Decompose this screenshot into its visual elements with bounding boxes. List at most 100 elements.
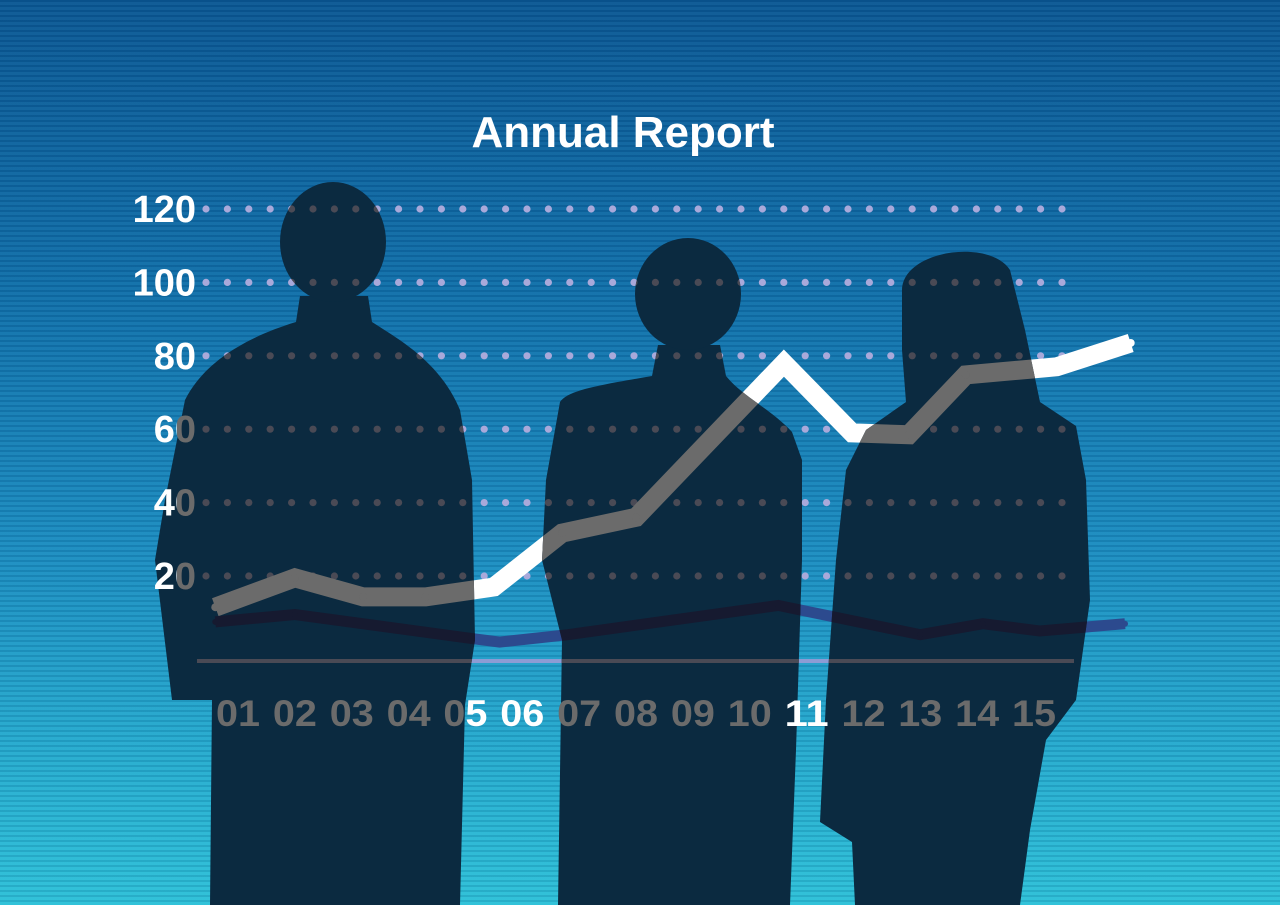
grid-dot [737,425,745,433]
grid-dot [1058,572,1066,580]
grid-dot [544,499,553,507]
gridline-dots [202,499,1066,507]
grid-dot [566,425,574,433]
grid-dot [630,205,638,213]
grid-dot [651,278,660,286]
data-point [917,631,924,638]
grid-dot [330,352,338,360]
y-tick-label: 100 [133,262,196,304]
grid-dot [673,352,681,360]
data-point [359,592,368,601]
people-silhouettes [155,182,1090,905]
grid-dot [288,352,296,360]
grid-dot [437,278,445,286]
grid-dot [651,425,660,433]
grid-dot [587,425,595,433]
x-tick-label: 09 [671,693,715,734]
grid-dot [1015,572,1023,580]
grid-dot [972,205,981,213]
grid-dot [801,499,809,507]
grid-dot [1015,278,1023,286]
grid-dot [673,278,681,286]
y-tick-label: 20 [154,556,196,598]
x-tick-label: 10 [728,693,772,734]
grid-dot [823,352,831,360]
grid-dot [223,425,231,433]
grid-dot [202,205,210,213]
grid-dot [823,572,831,580]
grid-dot [288,425,296,433]
grid-dot [523,278,531,286]
grid-dot [309,352,317,360]
grid-dot [373,278,381,286]
grid-dot [673,572,681,580]
grid-dot [223,205,231,213]
grid-dot [673,205,681,213]
grid-dot [994,572,1002,580]
series-line-2 [214,599,1090,648]
grid-dot [630,352,638,360]
grid-dot [930,572,938,580]
grid-dot [245,205,253,213]
grid-dot [780,499,788,507]
grid-dot [480,499,488,507]
grid-dot [459,205,467,213]
data-point [904,430,913,439]
grid-dot [330,205,338,213]
grid-dot [223,572,231,580]
grid-dot [395,572,403,580]
grid-dot [459,572,467,580]
chart-title: Annual Report [471,108,774,157]
grid-dot [330,572,338,580]
silhouette-man-left [155,182,475,905]
grid-dot [930,499,938,507]
grid-dot [352,425,360,433]
grid-dot [1015,205,1023,213]
grid-dot [1015,352,1023,360]
grid-dot [523,205,531,213]
gridline-dots [202,425,1066,433]
grid-dot [416,425,424,433]
grid-dot [480,425,488,433]
grid-dot [801,425,809,433]
grid-dot [330,499,338,507]
grid-dot [1058,425,1066,433]
grid-dot [908,278,916,286]
y-tick-label: 120 [133,189,196,231]
grid-dot [651,205,660,213]
data-point [775,602,782,609]
data-point [1122,620,1129,627]
grid-dot [844,205,852,213]
grid-dot [523,425,531,433]
grid-dot [801,278,809,286]
grid-dot [737,572,745,580]
grid-dot [951,499,959,507]
grid-dot [1037,352,1045,360]
grid-dot [673,425,681,433]
grid-dot [266,499,274,507]
grid-dot [801,205,809,213]
grid-dot [994,278,1002,286]
data-point [421,592,430,601]
data-point [211,603,220,612]
grid-dot [202,499,210,507]
grid-dot [1058,278,1066,286]
grid-dot [245,352,253,360]
grid-dot [865,499,874,507]
data-point [291,611,298,618]
grid-dot [437,572,445,580]
grid-dot [309,425,317,433]
grid-dot [587,572,595,580]
grid-dot [609,205,617,213]
grid-dot [972,499,981,507]
x-tick-label: 07 [557,693,601,734]
grid-dot [609,278,617,286]
grid-dot [994,352,1002,360]
grid-dot [844,499,852,507]
grid-dot [245,425,253,433]
grid-dot [780,278,788,286]
grid-dot [223,278,231,286]
data-point [496,639,503,646]
grid-dot [844,352,852,360]
